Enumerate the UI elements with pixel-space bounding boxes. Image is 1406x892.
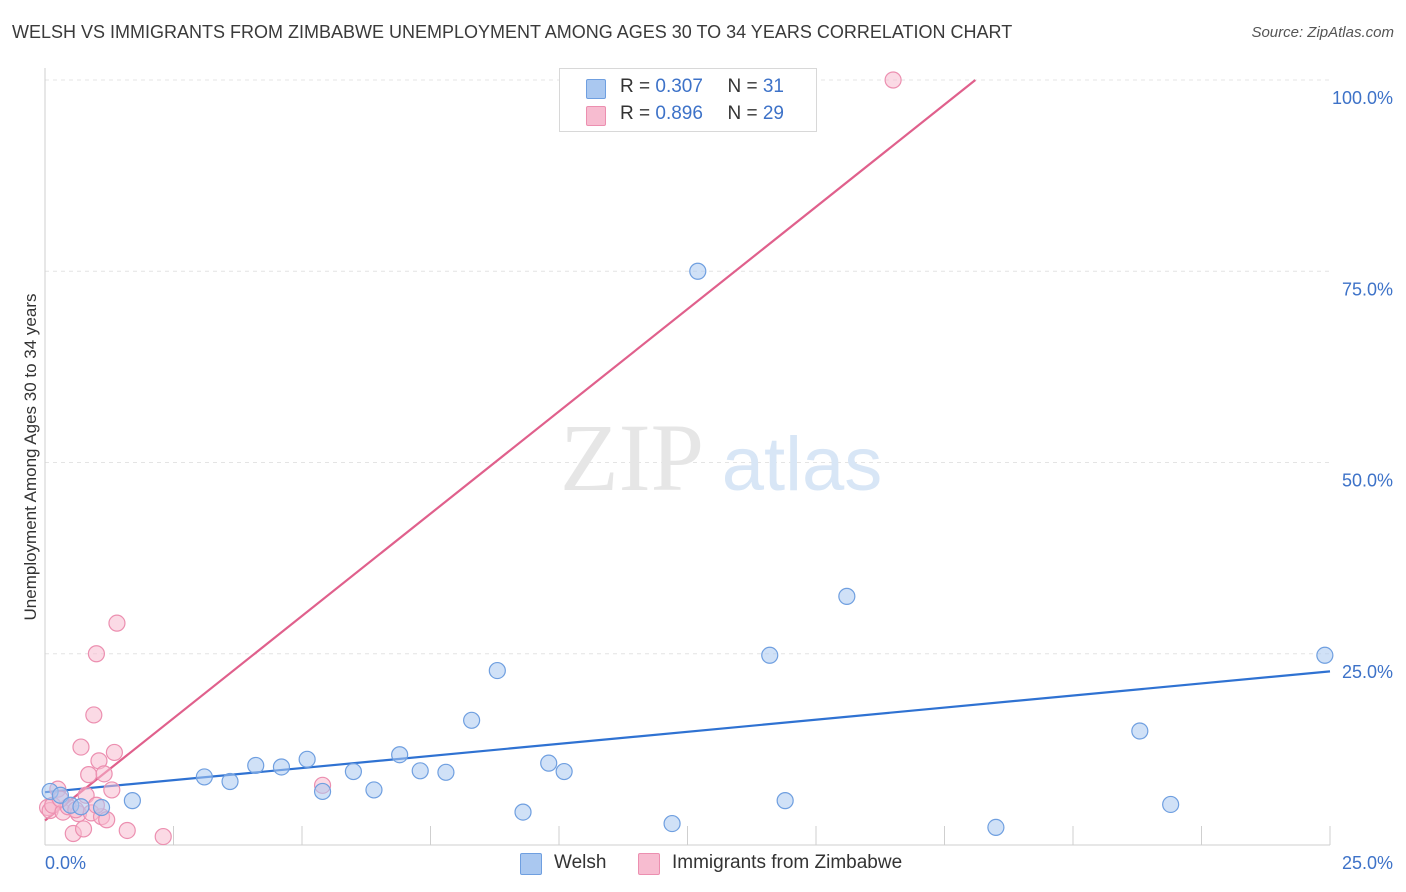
n-value-welsh: 31 — [762, 76, 784, 97]
r-value-welsh: 0.307 — [655, 76, 703, 97]
welsh-point — [221, 772, 239, 791]
legend-item-welsh: Welsh — [520, 852, 606, 875]
zimbabwe-point — [154, 827, 172, 846]
welsh-legend-label: Welsh — [554, 852, 607, 873]
zimbabwe-point — [103, 781, 121, 799]
welsh-point — [51, 786, 70, 804]
data-points — [38, 71, 1334, 846]
zimbabwe-point — [108, 614, 126, 632]
welsh-point — [123, 792, 141, 810]
x-tick-label: 25.0% — [1342, 853, 1393, 873]
axis-labels: Unemployment Among Ages 30 to 34 years 2… — [21, 88, 1393, 873]
welsh-point — [1316, 646, 1334, 664]
watermark-zip: ZIP — [560, 404, 704, 511]
welsh-point — [391, 746, 409, 764]
y-axis-label: Unemployment Among Ages 30 to 34 years — [21, 294, 40, 621]
x-tick-label: 0.0% — [45, 853, 86, 873]
y-tick-label: 75.0% — [1342, 279, 1393, 299]
zimbabwe-point — [72, 738, 90, 756]
welsh-point — [987, 818, 1005, 837]
zimbabwe-point — [87, 645, 106, 663]
welsh-point — [663, 814, 681, 833]
welsh-point — [555, 762, 573, 781]
welsh-point — [514, 803, 532, 821]
welsh-swatch — [586, 79, 606, 99]
welsh-point — [838, 587, 856, 605]
zimbabwe-point — [884, 71, 902, 89]
welsh-point — [344, 762, 362, 781]
n-value-zimbabwe: 29 — [762, 103, 784, 124]
watermark: ZIP atlas — [560, 404, 882, 511]
zimbabwe-point — [95, 765, 113, 783]
zimbabwe-legend-label: Immigrants from Zimbabwe — [672, 852, 903, 873]
welsh-point — [689, 262, 707, 280]
zimbabwe-point — [80, 766, 98, 784]
zimbabwe-trend-line — [44, 79, 977, 822]
welsh-point — [272, 758, 291, 776]
welsh-legend-swatch — [520, 853, 542, 875]
welsh-point — [488, 661, 506, 680]
welsh-point — [776, 792, 794, 810]
watermark-atlas: atlas — [722, 422, 883, 507]
correlation-legend: R = 0.307 N = 31 R = 0.896 N = 29 — [559, 68, 817, 132]
y-tick-label: 50.0% — [1342, 471, 1393, 491]
y-tick-label: 100.0% — [1332, 88, 1393, 108]
welsh-point — [761, 646, 779, 664]
zimbabwe-point — [74, 820, 93, 838]
zimbabwe-swatch — [586, 106, 606, 126]
zimbabwe-point — [105, 743, 123, 762]
legend-item-zimbabwe: Immigrants from Zimbabwe — [638, 852, 902, 875]
welsh-point — [313, 782, 332, 801]
welsh-point — [298, 750, 316, 768]
welsh-point — [92, 798, 111, 817]
source-label: Source: ZipAtlas.com — [1251, 24, 1394, 41]
r-label: R = — [620, 103, 656, 124]
welsh-point — [72, 798, 90, 816]
r-value-zimbabwe: 0.896 — [655, 103, 703, 124]
welsh-point — [463, 711, 481, 729]
welsh-point — [195, 768, 213, 786]
n-label: N = — [727, 76, 763, 97]
welsh-point — [540, 754, 558, 772]
y-tick-label: 25.0% — [1342, 662, 1393, 682]
welsh-point — [247, 756, 265, 775]
grid — [45, 79, 1330, 655]
zimbabwe-point — [85, 706, 103, 724]
n-label: N = — [727, 103, 763, 124]
chart-title: WELSH VS IMMIGRANTS FROM ZIMBABWE UNEMPL… — [12, 22, 1013, 42]
zimbabwe-point — [118, 821, 136, 840]
welsh-point — [365, 781, 383, 799]
zimbabwe-legend-swatch — [638, 853, 660, 875]
welsh-point — [411, 762, 429, 780]
welsh-point — [437, 763, 455, 781]
r-label: R = — [620, 76, 656, 97]
welsh-point — [1162, 795, 1180, 814]
welsh-point — [1131, 722, 1149, 740]
axes — [44, 68, 1331, 846]
